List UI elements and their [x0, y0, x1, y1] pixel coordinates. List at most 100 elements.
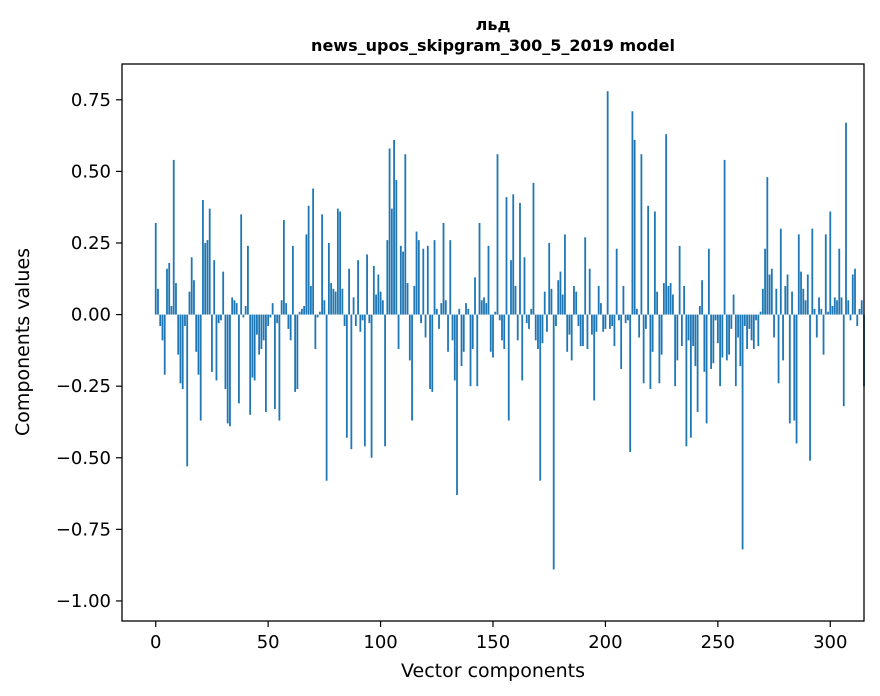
bar-248	[712, 314, 715, 364]
bar-97	[372, 265, 375, 315]
y-tick-label: −0.25	[56, 376, 111, 397]
bar-224	[658, 314, 661, 384]
bar-116	[415, 231, 418, 315]
bar-22	[204, 242, 207, 315]
bar-7	[170, 305, 173, 315]
bar-223	[656, 291, 659, 315]
bar-11	[179, 314, 182, 384]
bar-55	[278, 314, 281, 421]
bar-267	[755, 314, 757, 321]
bar-39	[242, 314, 245, 318]
bar-218	[645, 314, 647, 329]
bar-46	[258, 314, 261, 355]
bar-200	[604, 314, 607, 329]
y-tick-label: 0.25	[71, 233, 111, 254]
bar-25	[211, 314, 213, 372]
bar-37	[238, 314, 240, 404]
bar-53	[274, 314, 276, 410]
bar-85	[345, 314, 348, 438]
bar-3	[161, 314, 164, 341]
bar-84	[343, 314, 346, 327]
y-tick-label: −0.50	[56, 448, 111, 469]
y-tick-label: 0.00	[71, 305, 111, 326]
bar-158	[510, 260, 512, 315]
bar-18	[195, 314, 198, 352]
bar-32	[226, 314, 229, 424]
bar-6	[168, 263, 171, 315]
bar-203	[611, 314, 614, 327]
bar-136	[460, 314, 463, 367]
bar-64	[298, 311, 301, 315]
bar-69	[309, 285, 312, 315]
bar-62	[294, 314, 297, 392]
bar-255	[728, 314, 730, 355]
bar-204	[613, 314, 616, 347]
bar-221	[651, 314, 654, 352]
bar-147	[485, 303, 488, 315]
bar-108	[397, 314, 400, 349]
bar-190	[582, 314, 584, 347]
bar-47	[260, 314, 263, 349]
bar-104	[388, 148, 391, 315]
bar-52	[271, 303, 274, 315]
bar-303	[836, 300, 838, 315]
bar-232	[676, 314, 679, 361]
bar-149	[489, 314, 492, 352]
bar-120	[424, 314, 427, 338]
bar-65	[300, 308, 303, 315]
bar-21	[202, 200, 204, 315]
bar-131	[449, 240, 452, 315]
bar-312	[856, 314, 859, 327]
bar-288	[802, 288, 805, 315]
bar-155	[503, 314, 506, 349]
bar-205	[615, 248, 618, 315]
bar-19	[197, 314, 200, 375]
bar-304	[838, 248, 841, 315]
bar-152	[496, 154, 499, 315]
bar-70	[312, 188, 315, 315]
bar-243	[701, 280, 704, 315]
bar-12	[181, 314, 184, 390]
chart-title: льд	[476, 15, 511, 34]
bar-87	[350, 314, 353, 450]
bar-33	[229, 314, 231, 427]
bar-197	[597, 285, 600, 315]
bar-209	[624, 314, 627, 324]
bar-154	[501, 314, 503, 341]
bar-237	[687, 314, 690, 341]
bar-260	[739, 314, 742, 367]
bar-series	[154, 91, 865, 570]
bar-59	[287, 314, 290, 329]
bar-113	[408, 314, 411, 361]
bar-278	[779, 228, 782, 315]
bar-181	[561, 294, 564, 315]
bar-36	[235, 303, 238, 315]
bar-250	[716, 314, 719, 344]
bar-106	[393, 139, 395, 315]
bar-72	[316, 314, 319, 318]
bar-0	[154, 222, 157, 315]
bar-216	[640, 154, 643, 315]
bar-198	[600, 303, 602, 315]
bar-137	[462, 314, 465, 352]
bar-165	[525, 314, 528, 324]
bar-274	[770, 268, 773, 315]
bar-233	[678, 245, 681, 315]
bar-230	[671, 294, 674, 315]
bar-287	[800, 271, 802, 315]
bar-60	[289, 314, 292, 341]
bar-194	[591, 314, 593, 335]
bar-138	[465, 303, 467, 315]
bar-95	[368, 314, 371, 324]
bar-123	[431, 314, 434, 392]
bar-201	[606, 91, 609, 315]
bar-132	[451, 314, 454, 341]
bar-234	[680, 314, 683, 347]
bar-2	[159, 314, 162, 327]
bar-61	[291, 245, 294, 315]
bar-309	[849, 314, 852, 321]
bar-54	[276, 314, 279, 324]
bar-239	[692, 314, 695, 347]
bar-293	[813, 308, 816, 315]
